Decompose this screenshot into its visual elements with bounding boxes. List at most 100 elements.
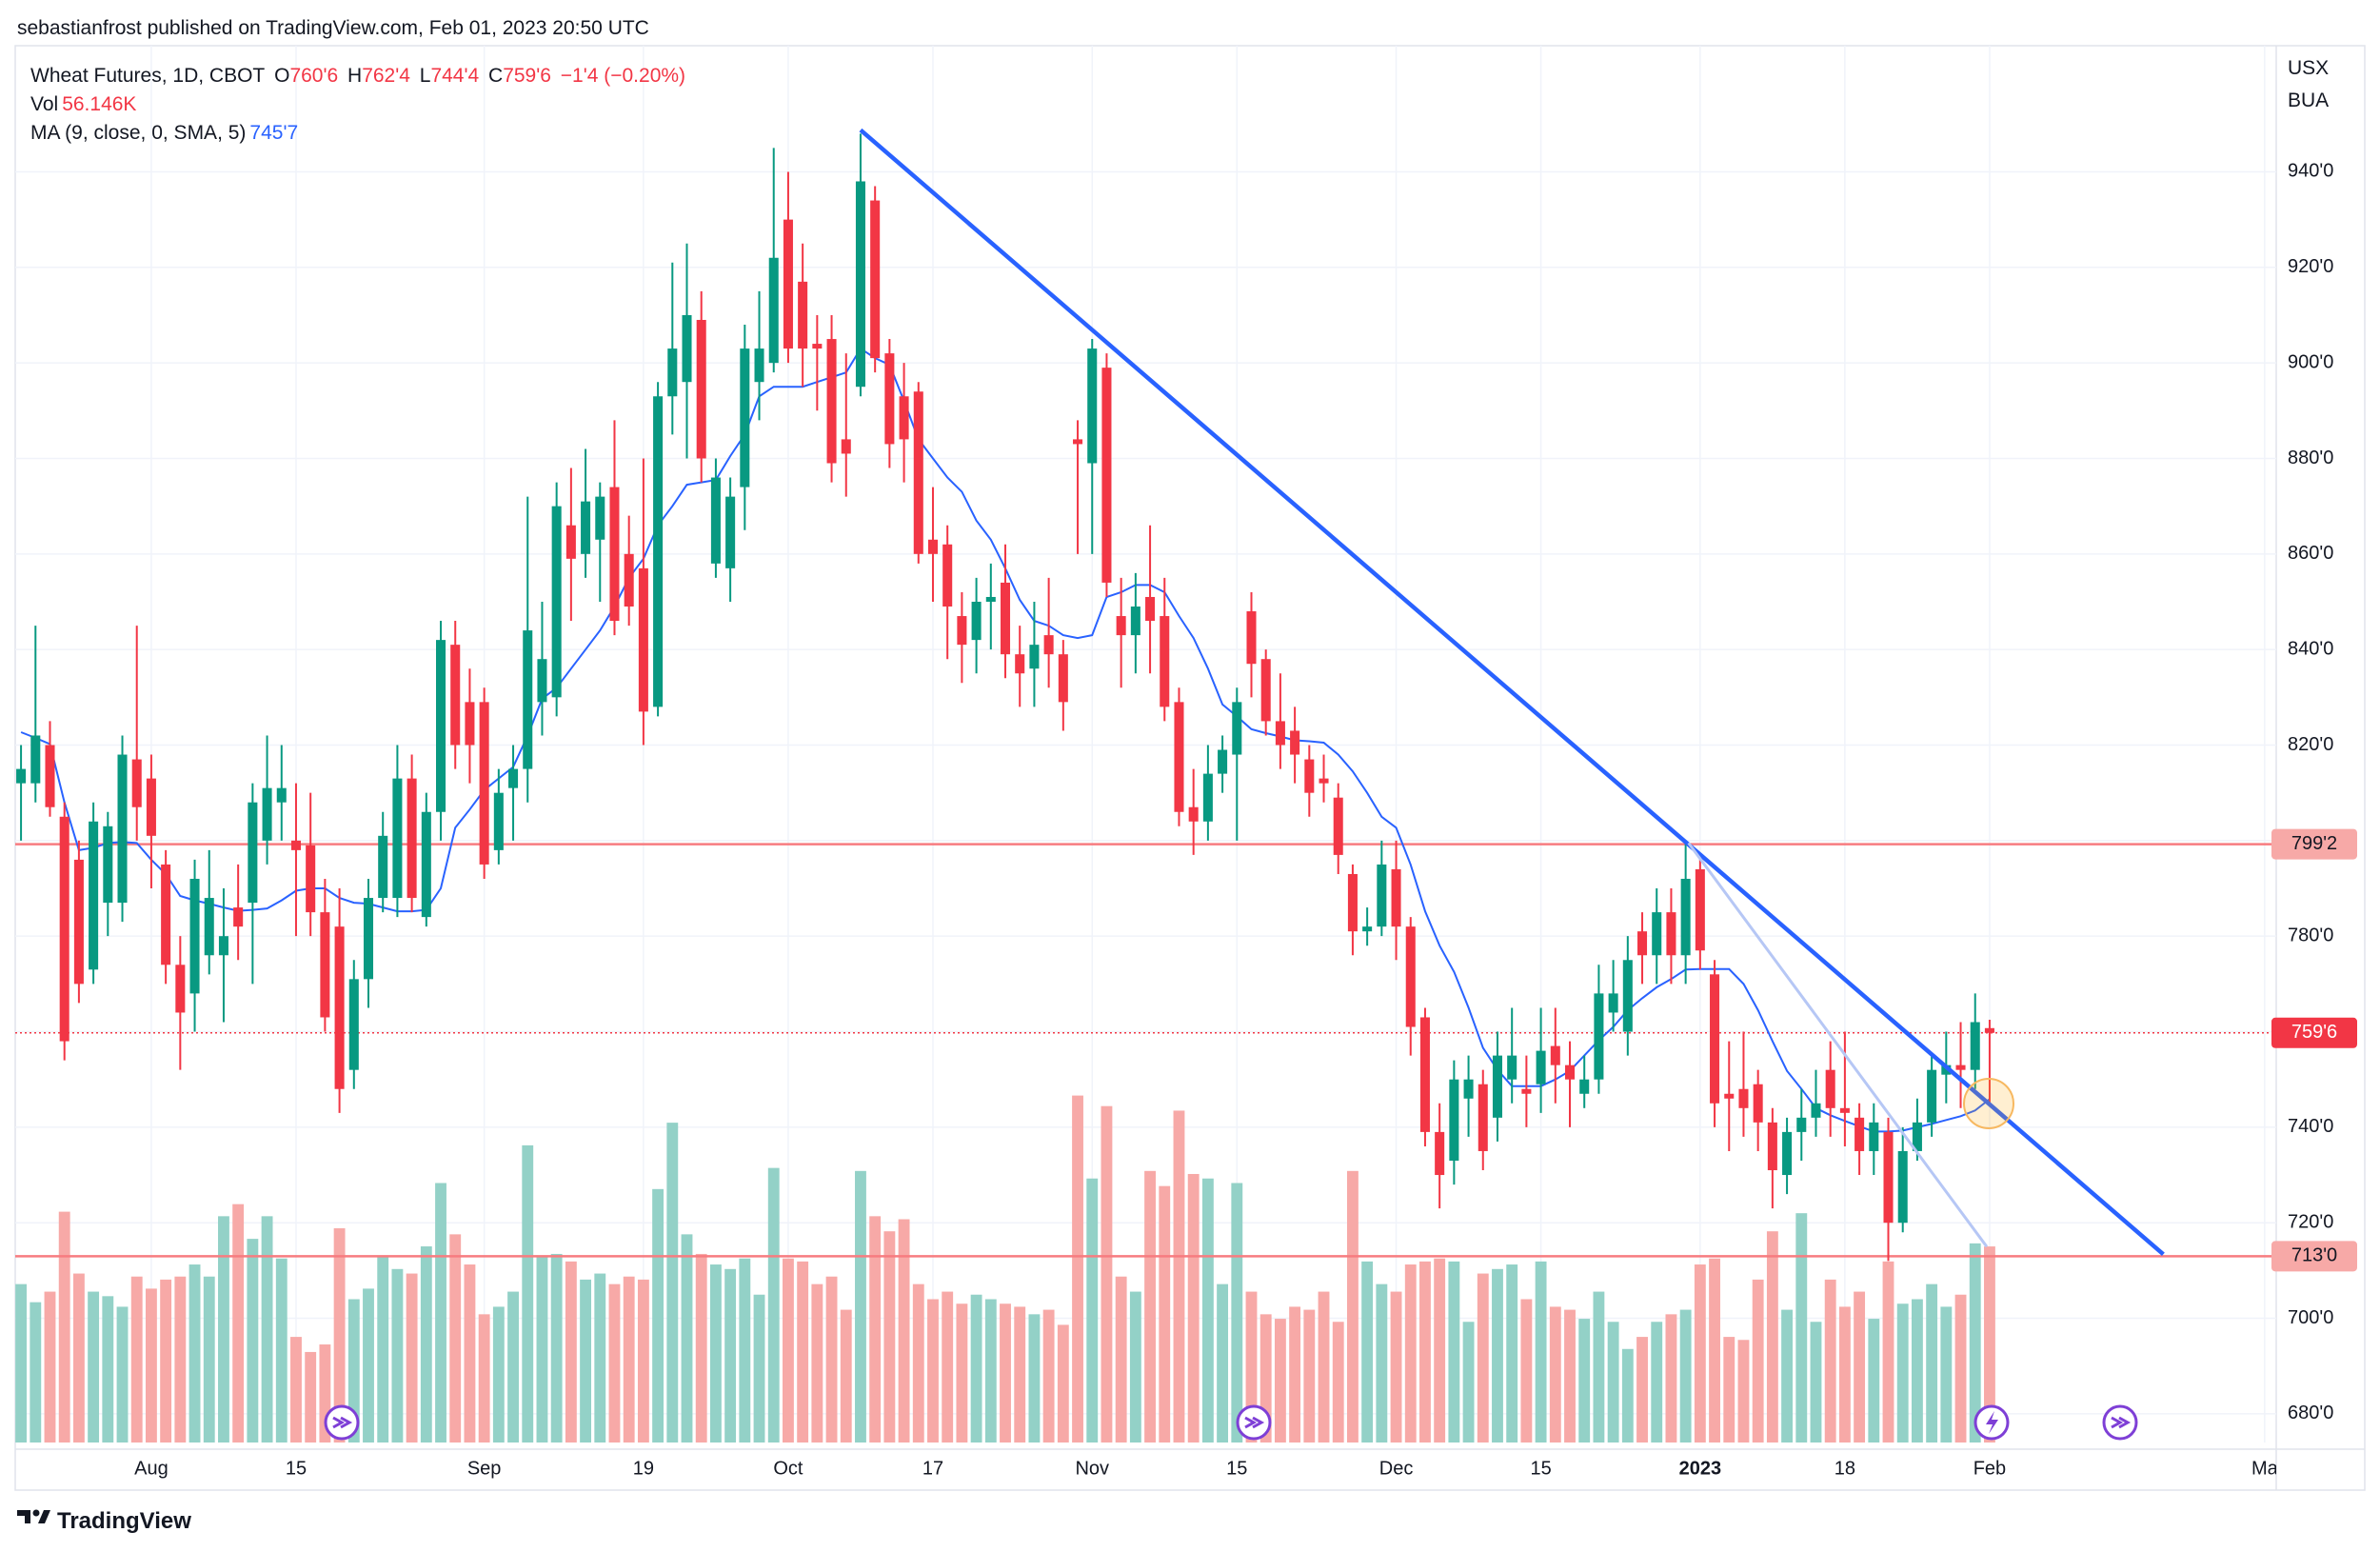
candle-body [870,200,881,359]
volume-bar [1346,1170,1359,1443]
volume-bar [1621,1348,1634,1443]
volume-bar [565,1261,577,1443]
volume-bar [1781,1309,1794,1443]
highlight [1963,1078,2014,1129]
volume-bar [1896,1303,1909,1443]
x-tick-label: Ma [2251,1458,2279,1479]
x-tick-label: Sep [467,1458,502,1479]
candle-body [1116,616,1126,636]
candle-body [927,539,939,554]
candle-body [1984,1027,1994,1033]
volume-bar [1665,1314,1677,1443]
event-glyph [1986,1411,1998,1434]
volume-bar [1954,1294,1967,1443]
volume-bar [44,1291,56,1443]
volume-bar [637,1279,649,1443]
candle-body [1796,1117,1807,1132]
volume-bar [1926,1283,1938,1443]
volume-bar [1390,1291,1402,1443]
volume-bar [232,1204,245,1443]
volume-bar [1709,1258,1720,1443]
candle-body [407,778,417,899]
candle-body [1955,1065,1966,1070]
volume-bar [1129,1291,1141,1443]
candle-body [146,778,156,836]
candle-body [334,926,345,1089]
x-tick-label: Feb [1973,1458,2006,1479]
candle-body [1391,868,1401,927]
candle-body [812,344,823,349]
candle-body [653,396,664,707]
candle-body [1275,721,1285,746]
candle-body [624,553,634,607]
volume-bar [1448,1261,1460,1443]
candle-body [479,702,489,865]
candle-body [899,396,909,440]
volume-bar [1737,1340,1750,1443]
candle-body [363,898,374,980]
candle-body [175,965,186,1013]
volume-bar [1477,1273,1489,1443]
candle-body [1897,1150,1908,1224]
volume-bar [536,1257,548,1443]
volume-bar [1404,1264,1417,1443]
volume-bar [406,1273,418,1443]
volume-bar [377,1255,389,1443]
price-axis: 680'0700'0720'0740'0760'0780'0800'0820'0… [2271,161,2357,1423]
volume-bar [88,1291,100,1443]
candle-body [710,477,721,564]
volume-bar [1318,1291,1330,1443]
x-tick-label: Aug [134,1458,169,1479]
candle-body [1478,1084,1488,1151]
legend-row: MA (9, close, 0, SMA, 5) 745'7 [30,122,302,145]
volume-bar [767,1167,780,1443]
volume-bar [1361,1261,1374,1443]
volume-bar [1564,1309,1576,1443]
candle-body [696,319,706,459]
candle-body [1101,368,1112,583]
volume-bar [753,1294,765,1443]
volume-bar [261,1216,273,1443]
candle-body [103,826,113,904]
candle-body [1058,654,1068,703]
candle-body [1246,611,1257,665]
volume-bar [116,1306,129,1443]
candle-body [971,601,982,641]
candle-body [218,936,228,956]
volume-bar [203,1276,215,1443]
candle-body [1202,773,1213,822]
volume-bar [1217,1283,1229,1443]
volume-bar [1969,1243,1981,1443]
volume-bar [1607,1322,1619,1443]
candle-body [682,314,692,383]
candle-body [1854,1117,1865,1151]
candle-body [1463,1079,1474,1099]
volume-bar [1506,1264,1518,1443]
candle-body [161,864,171,965]
volume-bar [15,1283,28,1443]
legend-row: Wheat Futures, 1D, CBOT O760'6 H762'4 L7… [30,65,689,88]
volume-bar [825,1276,838,1443]
volume-bar [30,1302,42,1443]
y-tick-label: 840'0 [2288,638,2333,659]
volume-bar [1101,1105,1113,1443]
volume-bar [1795,1213,1808,1443]
candle-body [450,645,461,746]
volume-bar [174,1276,187,1443]
y-tick-label: 680'0 [2288,1403,2333,1423]
candle-body [1043,635,1054,655]
candle-body [667,348,678,397]
candle-body [913,391,923,554]
candle-body [73,859,84,985]
volume-bar [883,1231,896,1443]
candle-body [1015,654,1025,674]
last-price-label: 759'6 [2291,1022,2337,1043]
candle-body [1304,759,1315,793]
x-tick-label: 15 [286,1458,307,1479]
candle-body [783,219,793,349]
volume-bar [1072,1095,1083,1443]
candle-body [1290,730,1300,755]
y-tick-label: 880'0 [2288,448,2333,468]
volume-bar [478,1314,490,1443]
